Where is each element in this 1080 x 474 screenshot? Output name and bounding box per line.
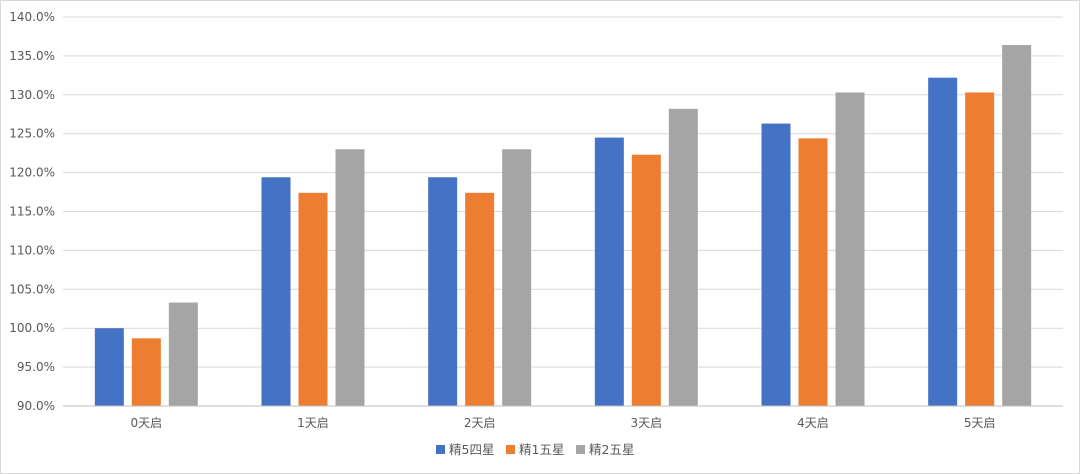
legend-swatch [506, 445, 515, 454]
bar [168, 302, 198, 406]
y-tick-label: 105.0% [9, 282, 55, 296]
y-tick-label: 125.0% [9, 127, 55, 141]
y-axis-ticks: 90.0% 95.0% 100.0% 105.0% 110.0% 115.0% 120.0%… [9, 10, 55, 413]
legend-swatch [436, 445, 445, 454]
bar [502, 149, 532, 406]
y-tick-label: 115.0% [9, 205, 55, 219]
x-tick-label: 5天启 [964, 416, 996, 430]
y-tick-label: 100.0% [9, 321, 55, 335]
bar [965, 92, 995, 406]
y-tick-label: 110.0% [9, 243, 55, 257]
bar [428, 177, 458, 406]
legend-item: 精5四星 [436, 442, 494, 457]
legend: 精5四星 精1五星 精2五星 [436, 442, 634, 457]
x-tick-label: 2天启 [464, 416, 496, 430]
y-tick-label: 130.0% [9, 88, 55, 102]
bar [465, 192, 495, 406]
legend-item: 精1五星 [506, 442, 564, 457]
x-tick-label: 3天启 [631, 416, 663, 430]
y-tick-label: 95.0% [17, 360, 55, 374]
bar [761, 123, 791, 406]
bar [668, 108, 698, 406]
gridlines [63, 16, 1063, 368]
bar [298, 192, 328, 406]
bar [798, 138, 828, 407]
bar [131, 338, 161, 406]
x-tick-label: 0天启 [131, 416, 163, 430]
legend-item: 精2五星 [576, 442, 634, 457]
bar [1002, 45, 1032, 407]
legend-label: 精1五星 [519, 442, 564, 457]
bars [94, 45, 1032, 407]
bar [928, 77, 958, 407]
x-tick-label: 4天启 [797, 416, 829, 430]
bar [335, 149, 365, 406]
bar [261, 177, 291, 406]
bar [631, 154, 661, 406]
legend-swatch [576, 445, 585, 454]
x-tick-label: 1天启 [297, 416, 329, 430]
y-tick-label: 135.0% [9, 49, 55, 63]
legend-label: 精2五星 [589, 442, 634, 457]
y-tick-label: 90.0% [17, 399, 55, 413]
y-tick-label: 140.0% [9, 10, 55, 24]
bar [835, 92, 865, 406]
bar [94, 328, 124, 406]
bar [594, 137, 624, 406]
x-axis-ticks: 0天启 1天启 2天启 3天启 4天启 5天启 [131, 416, 996, 430]
y-tick-label: 120.0% [9, 166, 55, 180]
legend-label: 精5四星 [449, 442, 494, 457]
